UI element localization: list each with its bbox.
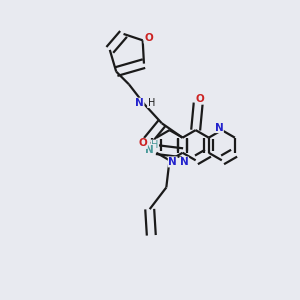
Text: N: N [145,145,154,154]
Text: O: O [144,33,153,43]
Text: O: O [139,138,147,148]
Text: N: N [135,98,144,108]
Text: O: O [195,94,204,104]
Text: N: N [180,157,188,167]
Text: N: N [214,123,223,133]
Text: N: N [168,157,177,167]
Text: H: H [151,140,158,150]
Text: H: H [148,98,155,108]
